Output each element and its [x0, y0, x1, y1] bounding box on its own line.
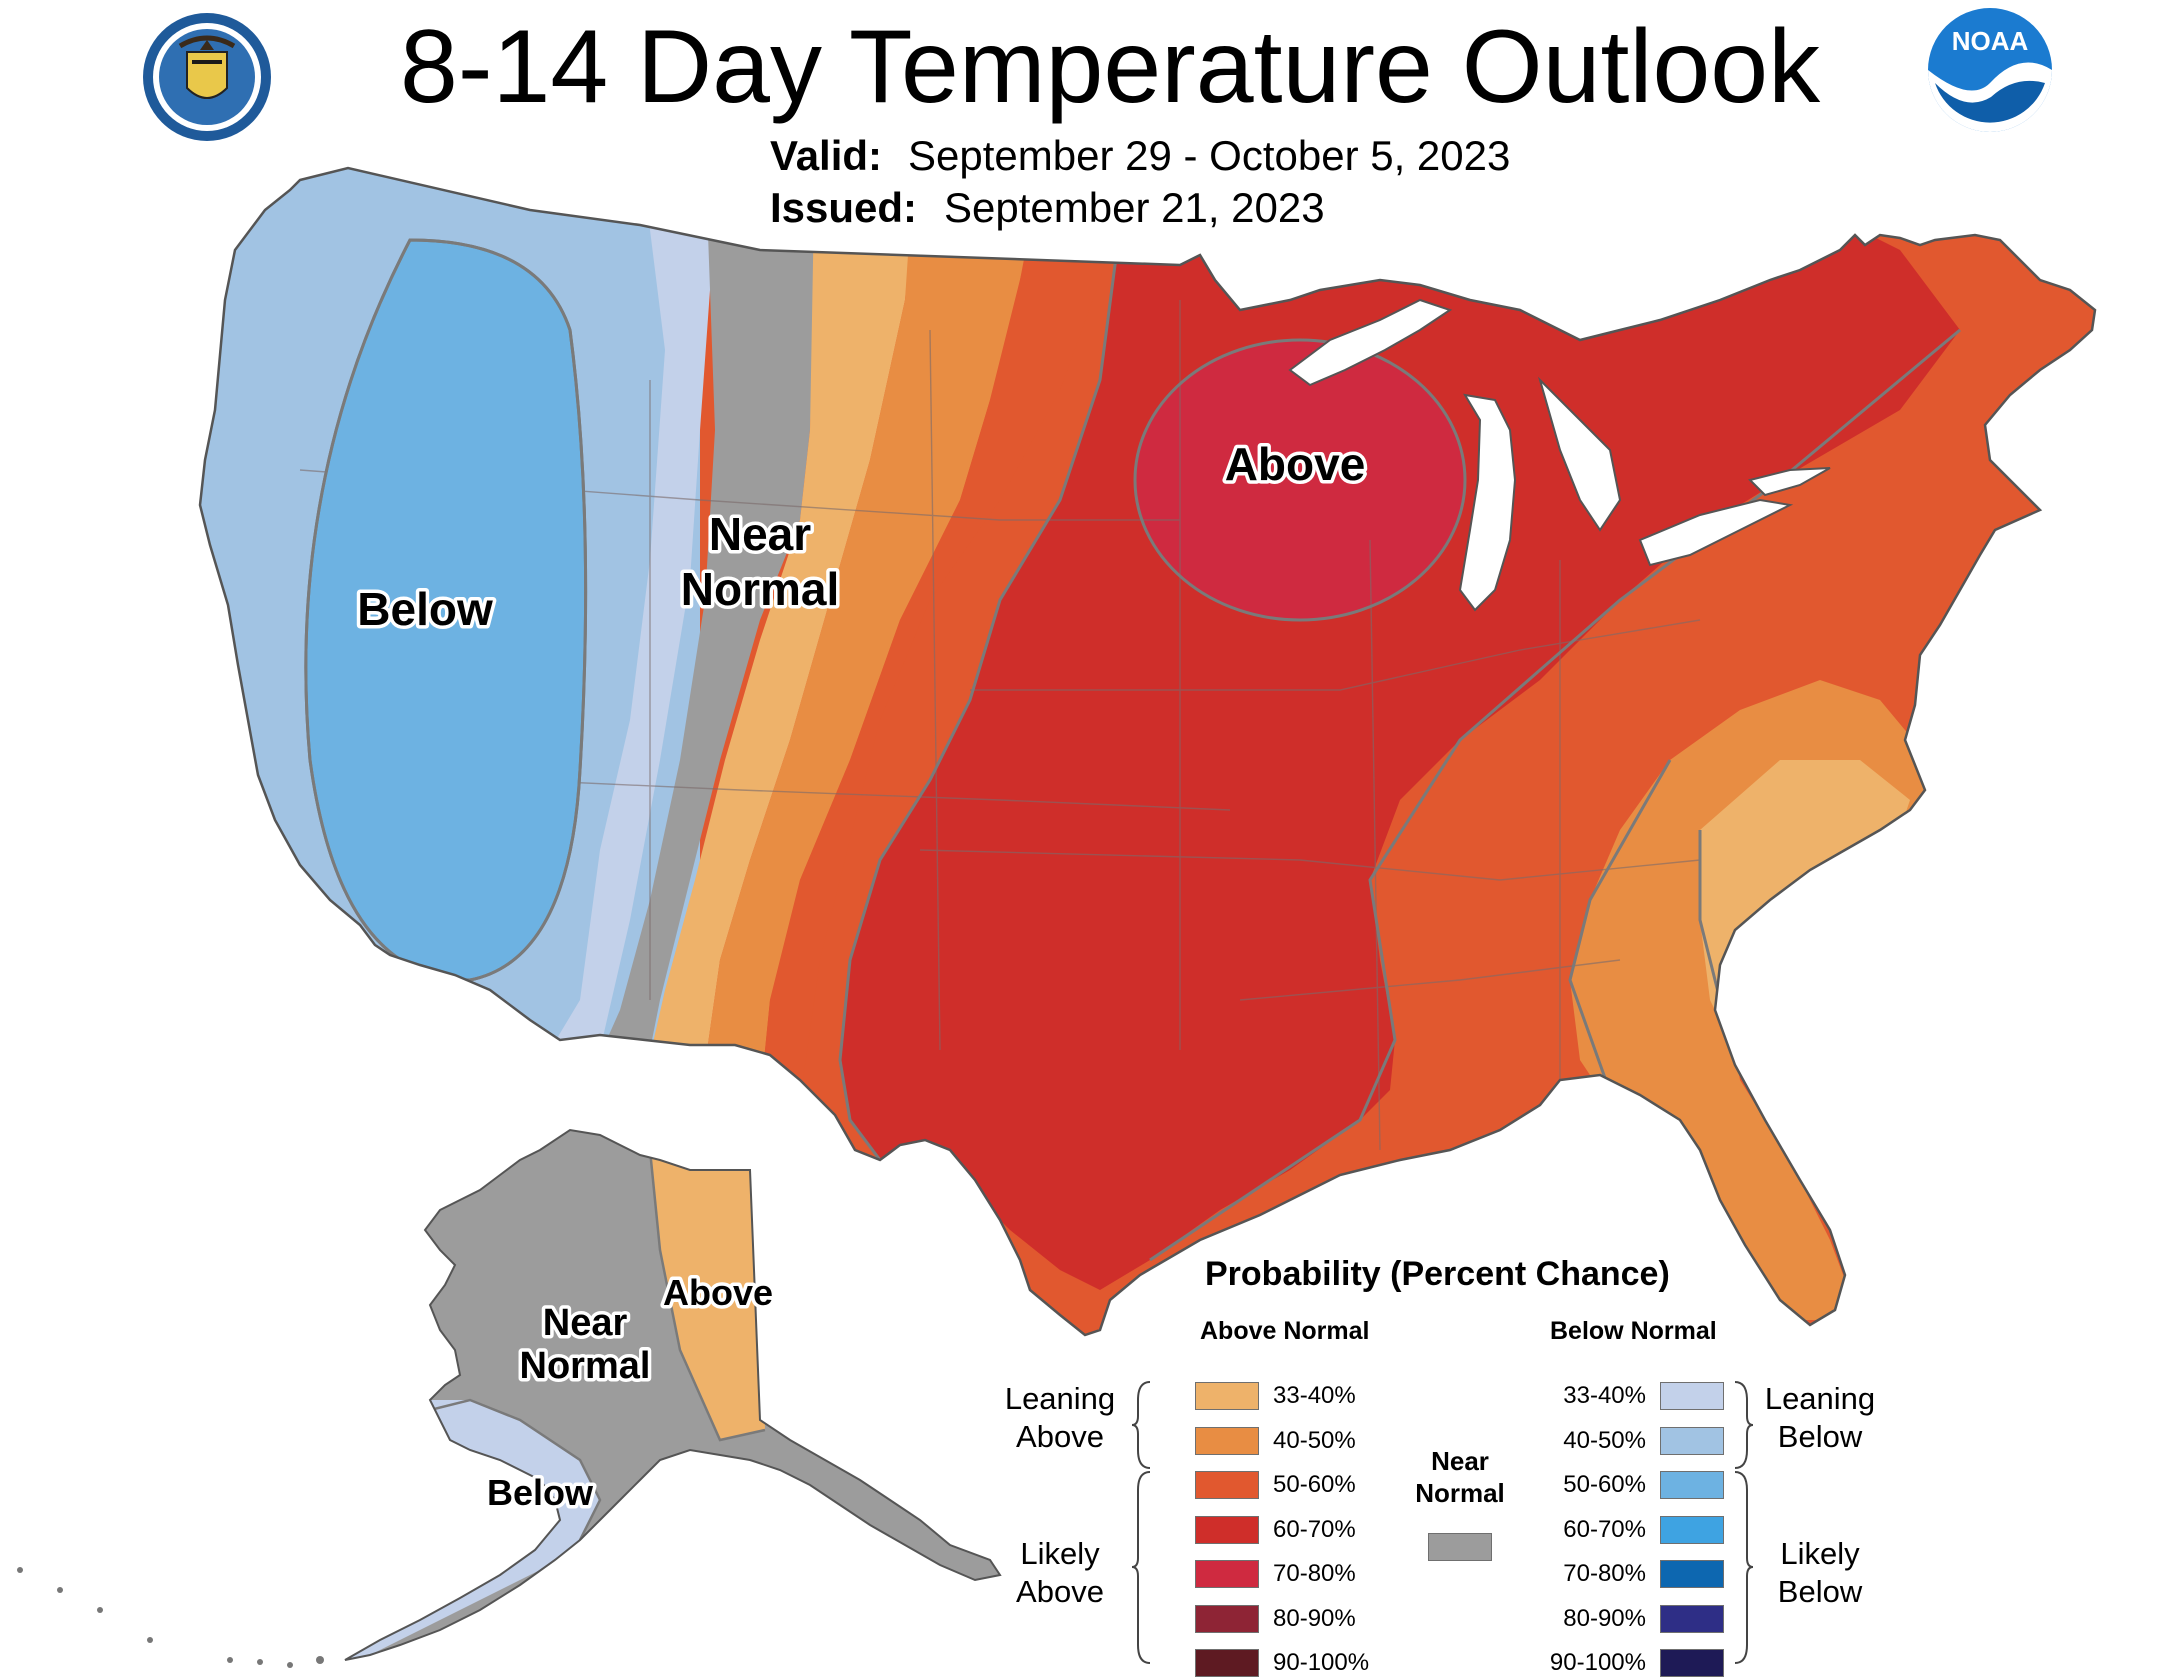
below-swatch-label: 90-100%	[1549, 1649, 1646, 1676]
above-swatch-row: 70-80%	[1195, 1558, 1356, 1590]
above-swatch-row: 50-60%	[1195, 1469, 1356, 1501]
above-swatch-row: 80-90%	[1195, 1603, 1356, 1635]
valid-label: Valid:	[770, 132, 883, 179]
below-swatch-label: 70-80%	[1563, 1560, 1646, 1587]
below-swatch-label: 50-60%	[1563, 1471, 1646, 1498]
near-normal-swatch	[1428, 1533, 1492, 1561]
below-swatch-row: 70-80%	[1546, 1558, 1724, 1590]
probability-legend: Probability (Percent Chance) Above Norma…	[990, 1255, 1910, 1677]
near-normal-legend-label: Near Normal	[1415, 1446, 1505, 1508]
above-swatch	[1195, 1649, 1259, 1677]
below-normal-header: Below Normal	[1550, 1317, 1717, 1345]
noaa-logo: NOAA	[1928, 8, 2052, 132]
legend-title: Probability (Percent Chance)	[1205, 1255, 1670, 1293]
conus-outline	[198, 166, 2097, 1337]
below-swatch	[1660, 1604, 1724, 1633]
below-swatch	[1660, 1560, 1724, 1588]
below-swatch-row: 33-40%	[1546, 1380, 1724, 1412]
above-swatch	[1195, 1471, 1259, 1499]
above-swatch-label: 50-60%	[1273, 1471, 1356, 1498]
above-swatch-row: 40-50%	[1195, 1425, 1356, 1457]
below-swatch-row: 90-100%	[1546, 1647, 1724, 1679]
above-swatch-label: 90-100%	[1273, 1649, 1370, 1676]
above-swatch-row: 60-70%	[1195, 1514, 1356, 1546]
label-ak-above: Above	[663, 1272, 773, 1313]
label-ak-below: Below	[487, 1472, 594, 1513]
issued-label: Issued:	[770, 184, 918, 231]
below-swatch-row: 80-90%	[1546, 1603, 1724, 1635]
great-lakes	[1288, 298, 1831, 612]
brace-leaning-below	[1734, 1381, 1754, 1469]
issued-date: September 21, 2023	[944, 184, 1325, 231]
above-swatch-label: 40-50%	[1273, 1426, 1356, 1454]
below-swatch	[1660, 1426, 1724, 1455]
brace-likely-below	[1734, 1471, 1754, 1664]
below-swatch	[1660, 1471, 1724, 1499]
below-swatch-label: 80-90%	[1563, 1604, 1646, 1632]
below-swatch-label: 33-40%	[1563, 1382, 1646, 1409]
above-swatch-label: 80-90%	[1273, 1604, 1356, 1632]
alaska-outline	[344, 1128, 1002, 1661]
below-swatch-label: 40-50%	[1563, 1426, 1646, 1454]
leaning-above-label: Leaning Above	[1004, 1381, 1116, 1454]
aleutian-islands	[17, 1567, 324, 1668]
label-ak-near-2: Normal	[520, 1345, 651, 1387]
below-swatch-label: 60-70%	[1563, 1515, 1646, 1543]
brace-leaning-above	[1131, 1381, 1151, 1469]
below-swatch	[1660, 1515, 1724, 1544]
above-normal-header: Above Normal	[1200, 1317, 1370, 1345]
label-ak-near-1: Near	[543, 1302, 628, 1344]
label-above: Above	[1225, 438, 1366, 490]
below-swatch-row: 50-60%	[1546, 1469, 1724, 1501]
below-swatch	[1660, 1382, 1724, 1410]
above-swatch	[1195, 1426, 1259, 1455]
above-swatch-label: 33-40%	[1273, 1382, 1356, 1409]
above-swatch	[1195, 1604, 1259, 1633]
below-swatch-row: 40-50%	[1546, 1425, 1724, 1457]
conus-probability-bands	[200, 168, 2095, 1335]
label-below: Below	[357, 583, 493, 635]
commerce-seal-logo	[143, 13, 271, 141]
label-near-1: Near	[709, 508, 811, 560]
label-near-2: Normal	[681, 563, 839, 615]
above-swatch-label: 60-70%	[1273, 1515, 1356, 1543]
below-swatch-row: 60-70%	[1546, 1514, 1724, 1546]
map-title: 8-14 Day Temperature Outlook	[400, 9, 1821, 125]
leaning-below-label: Leaning Below	[1764, 1381, 1876, 1454]
brace-likely-above	[1131, 1471, 1151, 1664]
likely-above-label: Likely Above	[1016, 1536, 1104, 1609]
date-block: Valid: September 29 - October 5, 2023 Iss…	[770, 130, 1510, 234]
above-swatch	[1195, 1382, 1259, 1410]
above-swatch-row: 33-40%	[1195, 1380, 1356, 1412]
likely-below-label: Likely Below	[1777, 1536, 1863, 1609]
above-swatch-label: 70-80%	[1273, 1560, 1356, 1587]
above-swatch	[1195, 1515, 1259, 1544]
below-swatch	[1660, 1649, 1724, 1677]
noaa-text: NOAA	[1952, 26, 2029, 56]
valid-dates: September 29 - October 5, 2023	[908, 132, 1511, 179]
above-swatch	[1195, 1560, 1259, 1588]
above-swatch-row: 90-100%	[1195, 1647, 1369, 1679]
